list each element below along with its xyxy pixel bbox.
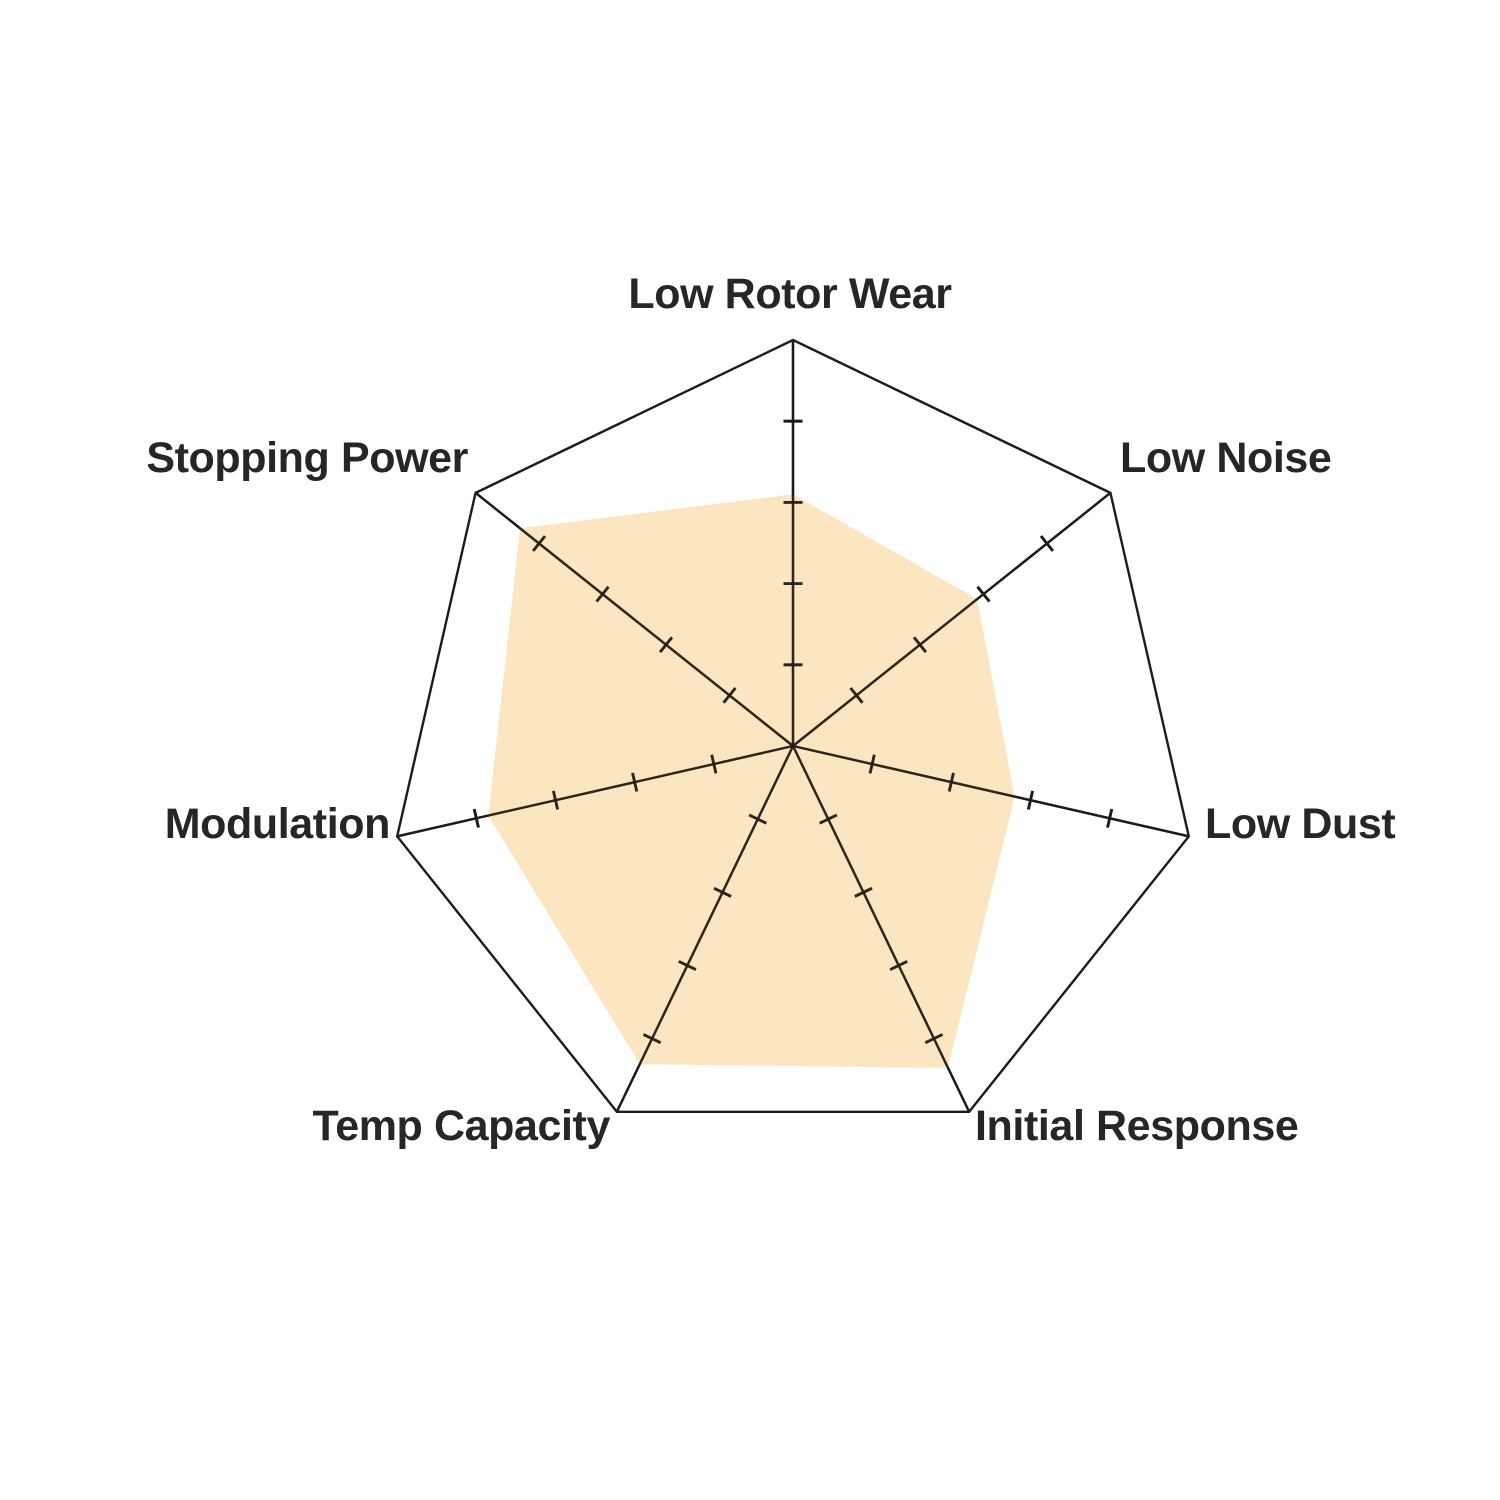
axis-spoke-1 (792, 491, 1112, 747)
outer-grid-polygon (395, 338, 1191, 1113)
axis-label-low-dust: Low Dust (1205, 800, 1396, 848)
radial-tick-3-3 (889, 960, 908, 971)
axis-label-low-noise: Low Noise (1120, 434, 1332, 482)
radial-tick-4-2 (713, 886, 732, 898)
radial-tick-3-4 (924, 1033, 944, 1045)
radial-tick-1-1 (849, 687, 864, 704)
axis-spoke-3 (791, 745, 971, 1113)
axis-label-low-rotor-wear: Low Rotor Wear (628, 270, 952, 318)
axis-spoke-5 (396, 744, 794, 838)
radial-tick-2-1 (868, 754, 876, 774)
radial-tick-6-2 (659, 636, 674, 654)
radial-tick-5-4 (472, 808, 480, 828)
radial-tick-1-2 (912, 636, 927, 654)
radial-tick-5-3 (552, 790, 559, 810)
radial-tick-6-3 (595, 585, 610, 603)
radial-tick-2-4 (1106, 808, 1114, 828)
radial-tick-4-4 (642, 1033, 662, 1045)
axis-spoke-6 (474, 491, 794, 747)
radial-tick-3-1 (819, 813, 838, 825)
radial-tick-3-2 (854, 886, 873, 898)
radial-tick-2-3 (1027, 790, 1034, 810)
radial-tick-2-2 (947, 772, 955, 792)
radial-tick-6-4 (532, 535, 547, 552)
axis-label-temp-capacity: Temp Capacity (312, 1102, 611, 1150)
series-group (488, 494, 1015, 1068)
radial-tick-4-3 (678, 960, 697, 971)
axis-spokes-overlay-group (396, 340, 1190, 1113)
radial-tick-overlay-group (472, 419, 1114, 1045)
radial-tick-6-1 (722, 687, 737, 704)
radial-tick-1-3 (976, 585, 991, 603)
axis-label-initial-response: Initial Response (975, 1102, 1299, 1150)
radial-tick-5-2 (631, 772, 639, 792)
axis-label-stopping-power: Stopping Power (146, 434, 468, 482)
axis-spoke-2 (792, 744, 1190, 838)
axis-label-modulation: Modulation (164, 800, 391, 848)
radial-tick-1-4 (1039, 535, 1054, 552)
axis-spoke-4 (615, 745, 795, 1113)
radial-tick-5-1 (710, 754, 718, 774)
radial-tick-4-1 (748, 813, 767, 825)
series-area-polygon (488, 494, 1015, 1068)
